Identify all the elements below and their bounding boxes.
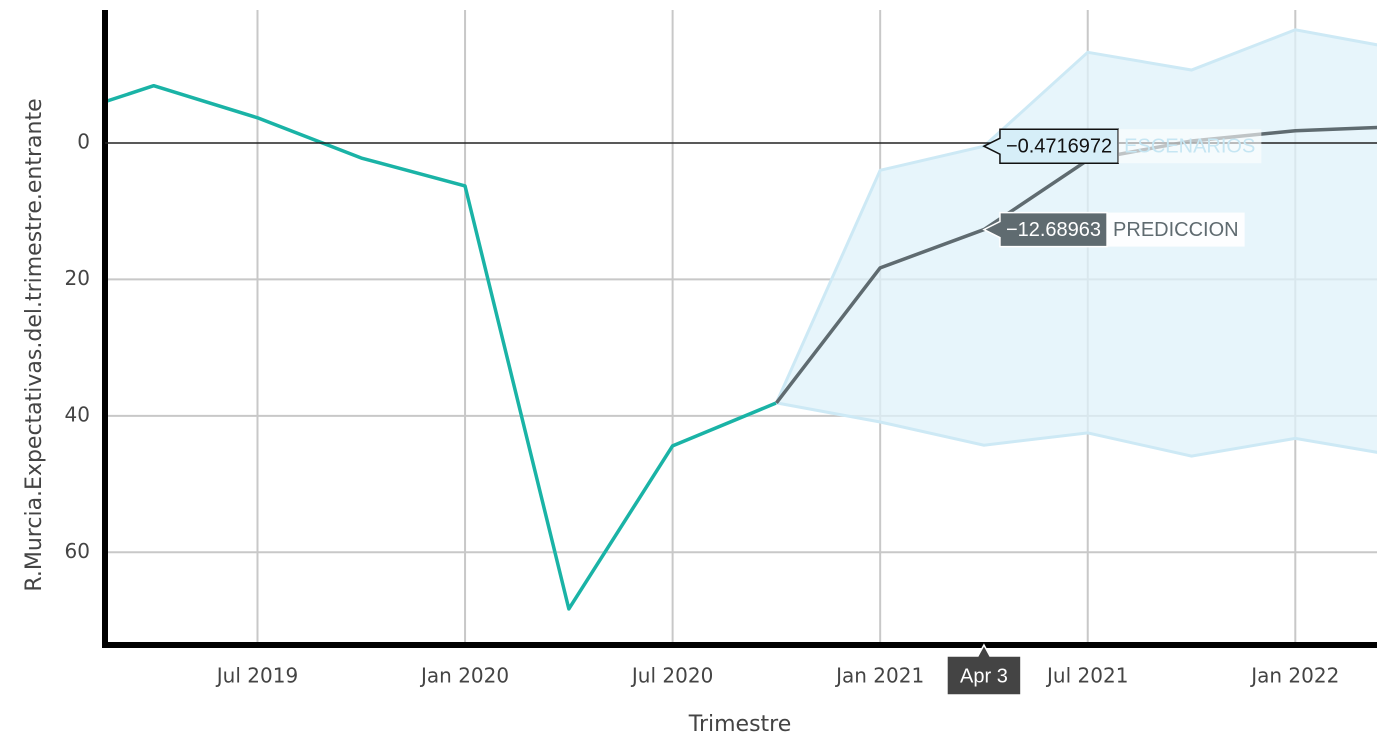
- x-hover-box: [946, 643, 1022, 696]
- hover-name: PREDICCION: [1113, 219, 1239, 241]
- x-tick-label: Jul 2020: [630, 664, 713, 688]
- band-edge: [776, 401, 1377, 458]
- band-edge: [775, 28, 1377, 404]
- x-tick-label: Jan 2022: [1249, 664, 1339, 688]
- x-tick-label: Jul 2019: [215, 664, 298, 688]
- hover-name-bg: [1118, 129, 1262, 164]
- x-tick-label: Jan 2021: [834, 664, 924, 688]
- y-tick-label: 0: [77, 130, 90, 154]
- y-tick-label: 60: [65, 539, 90, 563]
- hover-name: ESCENARIOS: [1124, 136, 1255, 158]
- x-hover-label: Apr 3: [960, 665, 1008, 687]
- x-tick-label: Jul 2021: [1045, 664, 1128, 688]
- x-axis-title: Trimestre: [688, 712, 792, 737]
- hover-label: −12.68963 PREDICCION: [982, 211, 1245, 248]
- y-tick-label: 20: [65, 266, 90, 290]
- plot-area: [105, 28, 1377, 611]
- hover-name-bg: [1107, 212, 1245, 247]
- hover-value: −12.68963: [1006, 219, 1101, 241]
- hover-label: −0.4716972 ESCENARIOS: [982, 128, 1262, 164]
- hover-value: −0.4716972: [1006, 136, 1112, 158]
- series-line: [105, 83, 778, 611]
- y-axis-title: R.Murcia.Expectativas.del.trimestre.entr…: [22, 98, 47, 591]
- hover-box: [982, 211, 1108, 248]
- overlay: −0.4716972 ESCENARIOS −12.68963 PREDICCION: [105, 128, 1377, 248]
- y-tick-label: 40: [65, 402, 90, 426]
- x-tick-label: Jan 2020: [419, 664, 509, 688]
